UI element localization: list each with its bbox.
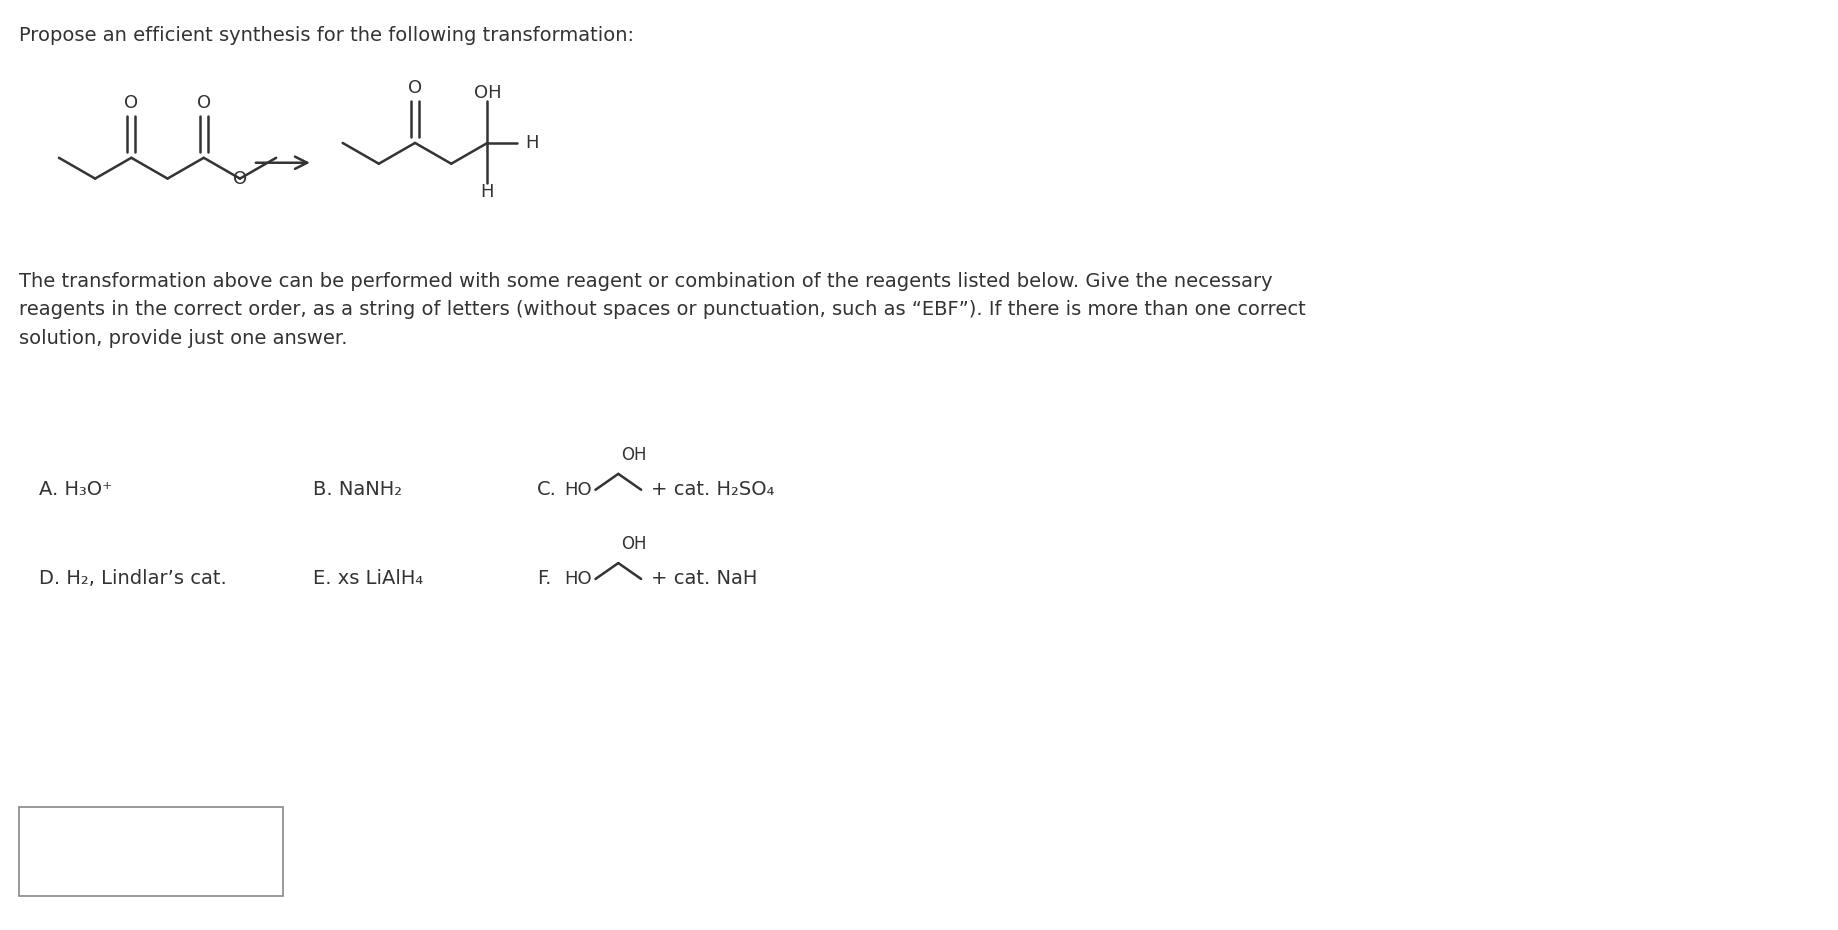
Text: C.: C. [537,480,557,499]
Text: D. H₂, Lindlar’s cat.: D. H₂, Lindlar’s cat. [39,569,226,589]
Text: O: O [125,94,138,113]
Text: HO: HO [564,570,592,588]
Text: H: H [526,134,539,152]
Text: Propose an efficient synthesis for the following transformation:: Propose an efficient synthesis for the f… [18,26,634,45]
Text: OH: OH [474,85,502,102]
Text: + cat. H₂SO₄: + cat. H₂SO₄ [651,480,774,499]
Text: H: H [482,183,494,202]
Text: OH: OH [621,535,647,553]
Text: HO: HO [564,481,592,498]
FancyBboxPatch shape [18,807,283,897]
Text: B. NaNH₂: B. NaNH₂ [312,480,403,499]
Text: OH: OH [621,446,647,464]
Text: + cat. NaH: + cat. NaH [651,569,757,589]
Text: The transformation above can be performed with some reagent or combination of th: The transformation above can be performe… [18,272,1305,348]
Text: O: O [408,79,423,98]
Text: A. H₃O⁺: A. H₃O⁺ [39,480,112,499]
Text: E. xs LiAlH₄: E. xs LiAlH₄ [312,569,423,589]
Text: O: O [233,169,246,188]
Text: O: O [197,94,211,113]
Text: F.: F. [537,569,551,589]
